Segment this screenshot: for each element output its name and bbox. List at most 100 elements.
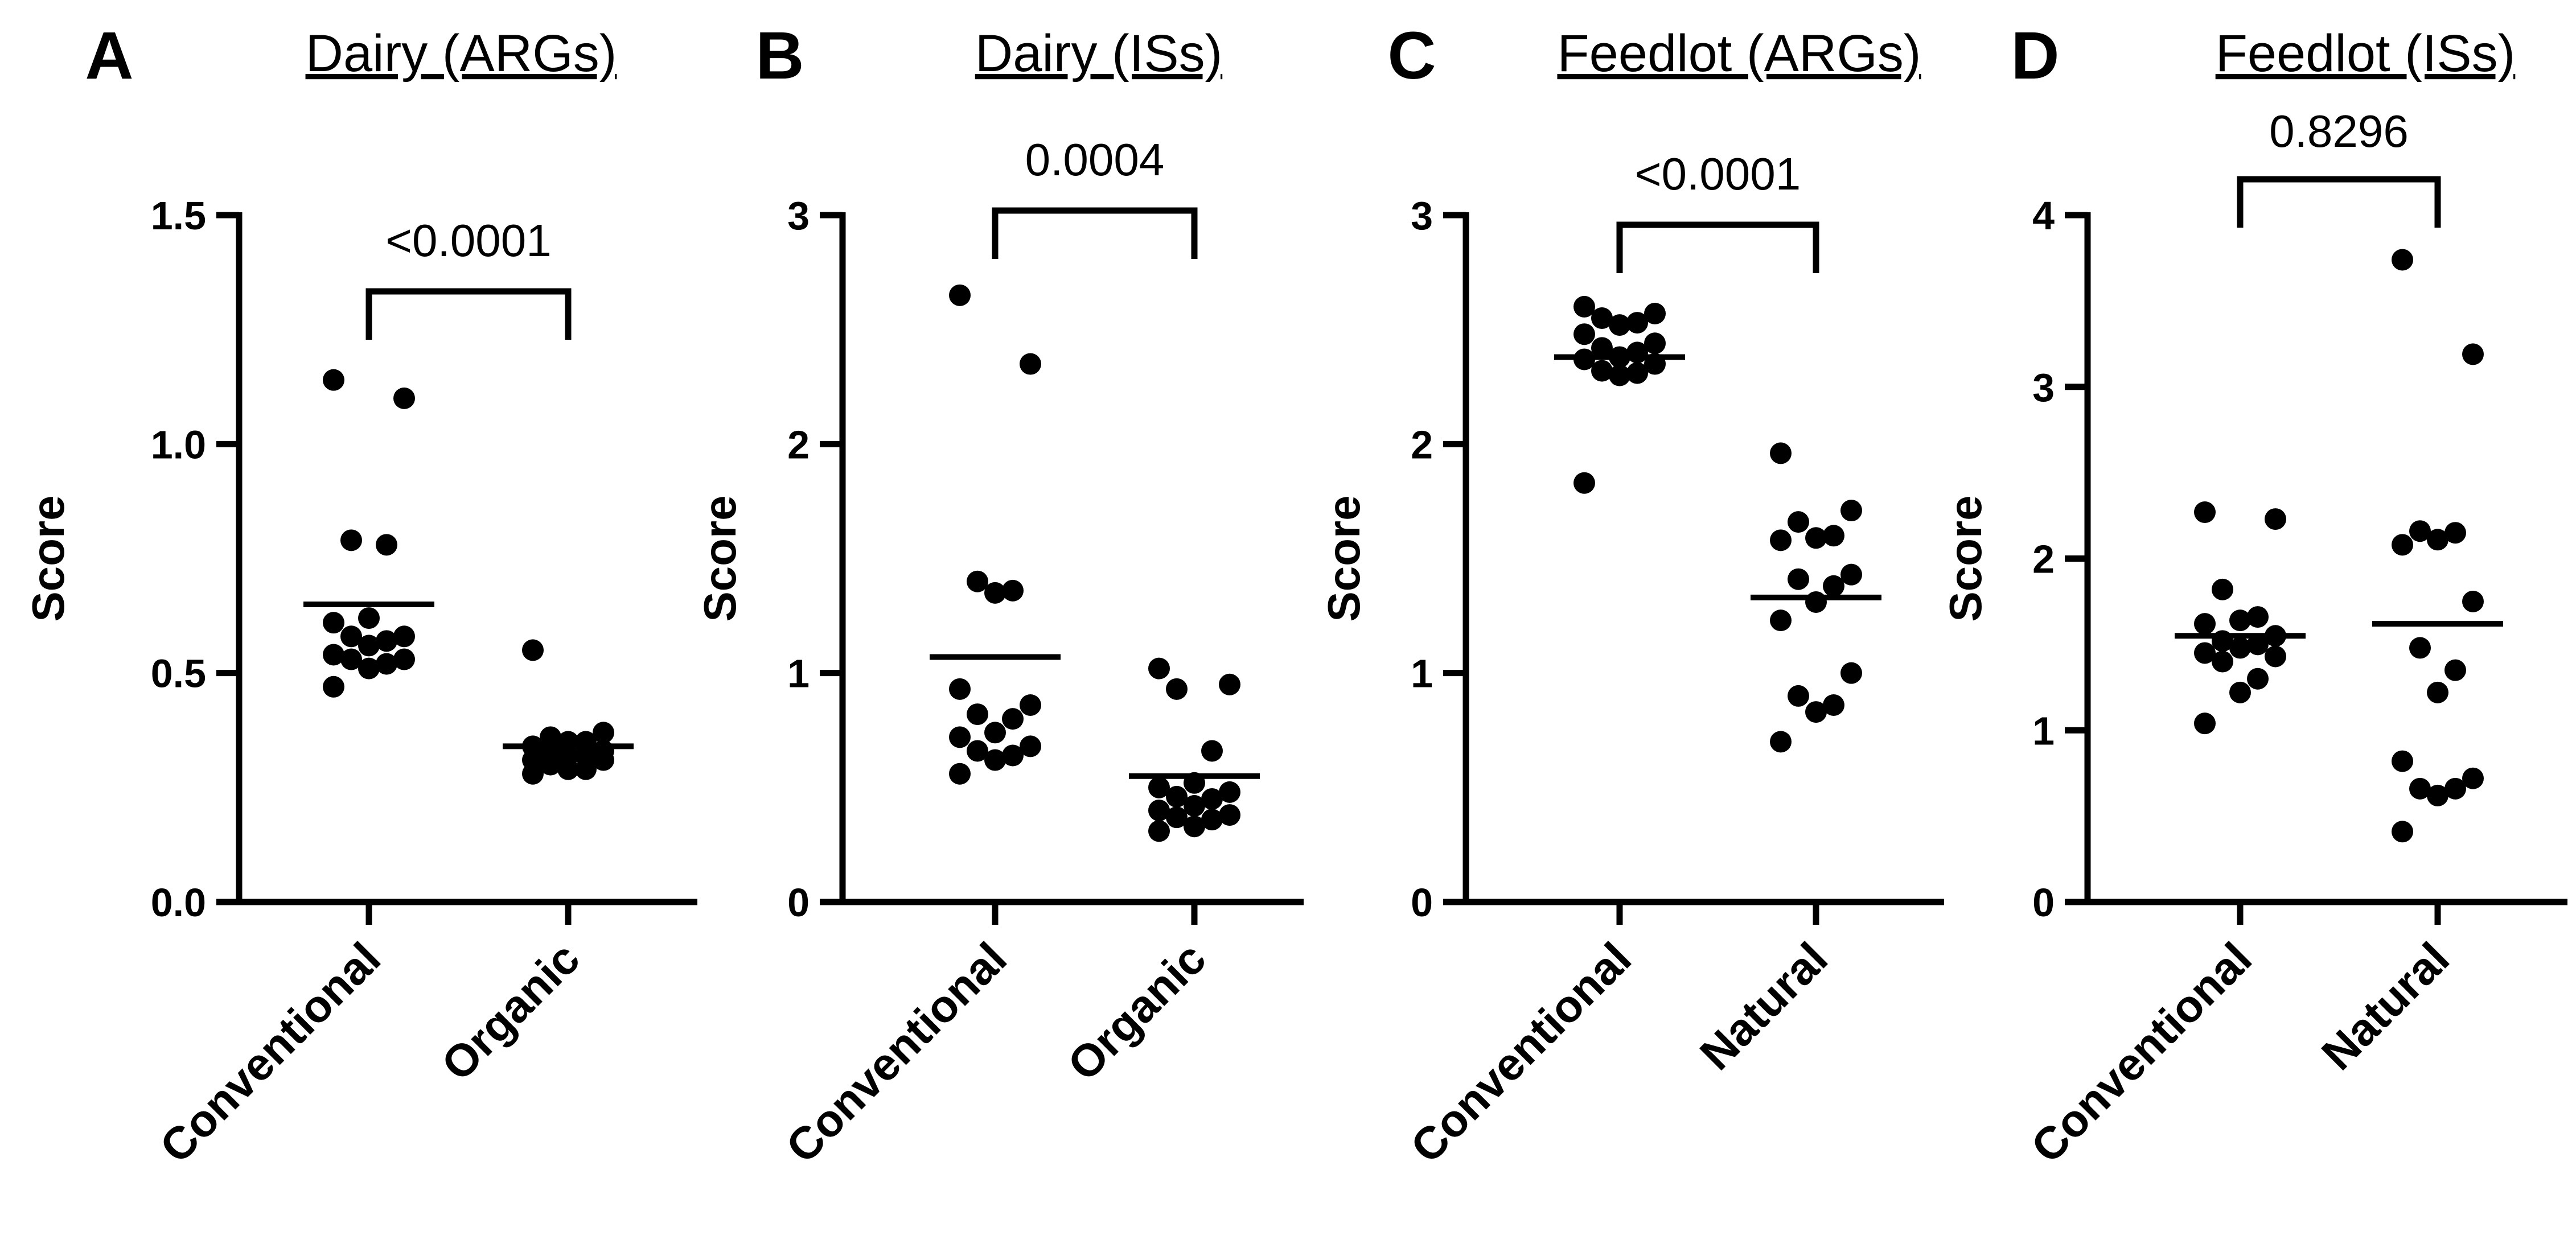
panel-d-data-point	[2265, 645, 2286, 668]
panel-b-data-point	[949, 678, 971, 700]
panel-a-data-point	[557, 758, 579, 780]
panel-c-y-tick-label: 2	[1411, 422, 1433, 467]
panel-c-data-point	[1644, 332, 1666, 355]
panel-d-p-value: 0.8296	[2269, 106, 2409, 156]
panel-a-p-value: <0.0001	[385, 215, 551, 266]
panel-c-title: Feedlot (ARGs)	[1557, 24, 1921, 83]
panel-d-data-point	[2462, 767, 2484, 789]
panel-d-y-tick-label: 3	[2032, 365, 2055, 410]
panel-b-data-point	[1201, 740, 1223, 762]
panel-c-y-tick-label: 0	[1411, 880, 1433, 925]
panel-a-data-point	[376, 534, 397, 556]
panel-a-data-point	[358, 657, 380, 679]
panel-b-data-point	[1184, 816, 1205, 838]
panel-c-data-point	[1840, 662, 1862, 684]
panel-c-data-point	[1591, 360, 1613, 382]
panel-c-p-value: <0.0001	[1635, 149, 1801, 199]
panel-a-x-tick-label: Conventional	[150, 933, 390, 1172]
panel-c-data-point	[1770, 609, 1792, 632]
panel-b-data-point	[1002, 708, 1024, 730]
panel-a-data-point	[540, 753, 561, 776]
panel-d-letter: D	[2011, 18, 2059, 93]
panel-d-data-point	[2194, 501, 2216, 524]
panel-b-data-point	[1201, 809, 1223, 831]
panel-d-data-point	[2247, 633, 2269, 656]
panel-a-significance-bracket	[365, 288, 572, 340]
panel-c-data-point	[1644, 303, 1666, 325]
panel-b-data-point	[984, 722, 1006, 744]
panel-b-data-point	[949, 726, 971, 748]
panel-d-data-point	[2229, 637, 2251, 659]
panel-c-data-point	[1823, 575, 1844, 597]
panel-d-data-point	[2392, 249, 2413, 271]
panel-c-data-point	[1573, 295, 1595, 318]
panel-c-data-point	[1591, 307, 1613, 330]
panel-b-y-axis-label: Score	[695, 495, 745, 621]
panel-b-data-point	[1020, 353, 1041, 375]
panel-a-data-point	[593, 722, 614, 744]
panel-d-data-point	[2212, 650, 2233, 673]
panel-a-data-point	[323, 644, 344, 666]
panel-d-data-point	[2462, 343, 2484, 365]
panel-b-data-point	[1219, 673, 1240, 695]
panel-a-data-point	[522, 763, 544, 785]
panel-c-significance-bracket	[1616, 221, 1819, 273]
panel-c-data-point	[1573, 323, 1595, 345]
panel-a-title: Dairy (ARGs)	[306, 24, 617, 83]
panel-c-data-point	[1573, 472, 1595, 494]
panel-b-x-tick-label: Conventional	[777, 933, 1016, 1172]
panel-a-data-point	[593, 749, 614, 771]
panel-b-data-point	[967, 570, 988, 592]
panel-a-y-tick-label: 1.5	[151, 193, 206, 238]
panel-b-p-value: 0.0004	[1025, 134, 1165, 185]
panel-b-y-tick-label: 3	[787, 193, 810, 238]
panel-b-data-point	[1219, 781, 1240, 803]
panel-a-y-tick-label: 0.5	[151, 652, 206, 696]
panel-d-data-point	[2392, 534, 2413, 556]
panel-b-data-point	[1020, 735, 1041, 757]
panel-b-data-point	[1002, 744, 1024, 767]
panel-d-data-point	[2229, 681, 2251, 703]
panel-a-data-point	[340, 625, 362, 648]
panel-b-data-point	[967, 703, 988, 726]
panel-b-data-point	[1020, 694, 1041, 716]
panel-b-data-point	[967, 740, 988, 762]
panel-c-data-point	[1788, 568, 1809, 590]
panel-a-x-tick-label: Organic	[432, 933, 589, 1090]
panel-d-data-point	[2194, 642, 2216, 664]
panel-c-data-point	[1823, 525, 1844, 547]
panel-a-data-point	[323, 369, 344, 391]
panel-b-data-point	[1184, 795, 1205, 817]
panel-b-data-point	[1166, 678, 1188, 700]
panel-a-data-point	[376, 630, 397, 652]
panel-a-letter: A	[85, 18, 133, 93]
panel-b-significance-bracket	[992, 207, 1198, 259]
panel-d-y-tick-label: 1	[2032, 709, 2055, 753]
panel-d-data-point	[2444, 659, 2466, 681]
panel-b-data-point	[1219, 804, 1240, 826]
panel-d-y-tick-label: 0	[2032, 880, 2055, 925]
panel-a-data-point	[393, 648, 415, 670]
panel-a-data-point	[358, 607, 380, 629]
panel-c-data-point	[1840, 563, 1862, 586]
panel-c-y-tick-label: 3	[1411, 193, 1433, 238]
panel-a-data-point	[340, 529, 362, 551]
panel-d-data-point	[2247, 606, 2269, 628]
panel-b-data-point	[949, 284, 971, 306]
panel-a-y-axis-label: Score	[23, 495, 73, 621]
panel-a-data-point	[575, 758, 597, 780]
panel-d-data-point	[2444, 522, 2466, 544]
panel-d-data-point	[2247, 668, 2269, 690]
panel-d-y-axis-label: Score	[1940, 495, 1991, 621]
panel-d-data-point	[2265, 508, 2286, 530]
panel-b-title: Dairy (ISs)	[975, 24, 1222, 83]
panel-a-data-point	[358, 635, 380, 657]
panel-b-data-point	[984, 749, 1006, 771]
panel-d-data-point	[2427, 681, 2448, 703]
panel-d-data-point	[2427, 529, 2448, 551]
panel-c-data-point	[1788, 685, 1809, 707]
panel-d-data-point	[2462, 590, 2484, 612]
panel-b-data-point	[1201, 788, 1223, 810]
panel-c-data-point	[1609, 314, 1630, 336]
panel-b-x-tick-label: Organic	[1058, 933, 1215, 1090]
